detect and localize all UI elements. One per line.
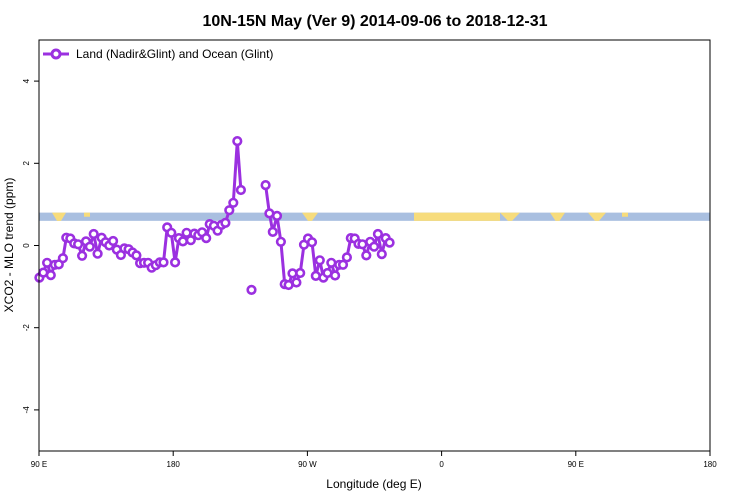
land-band-segment bbox=[550, 212, 565, 221]
data-point bbox=[267, 226, 278, 237]
data-point bbox=[220, 217, 231, 228]
y-tick-label: 0 bbox=[22, 243, 31, 248]
land-band-segment bbox=[622, 212, 628, 217]
data-point bbox=[170, 257, 181, 268]
data-point bbox=[260, 180, 271, 191]
data-point bbox=[166, 227, 177, 238]
y-axis-ticks: -4 -2 0 2 4 bbox=[22, 78, 39, 413]
legend-label: Land (Nadir&Glint) and Ocean (Glint) bbox=[76, 47, 273, 61]
legend-marker bbox=[50, 48, 62, 60]
y-tick-label: -4 bbox=[22, 406, 31, 414]
data-point bbox=[235, 184, 246, 196]
data-point bbox=[306, 237, 318, 248]
x-tick-label: 180 bbox=[167, 460, 181, 469]
data-point bbox=[92, 248, 103, 259]
data-point bbox=[88, 228, 99, 240]
legend: Land (Nadir&Glint) and Ocean (Glint) bbox=[43, 47, 273, 61]
series-layer bbox=[34, 136, 395, 296]
land-ocean-band bbox=[39, 212, 710, 221]
land-band-segment bbox=[414, 212, 500, 221]
land-band-segment bbox=[588, 212, 606, 221]
data-point bbox=[107, 235, 119, 247]
data-point bbox=[376, 249, 387, 260]
x-tick-label: 0 bbox=[439, 460, 444, 469]
data-point bbox=[283, 279, 294, 291]
data-point bbox=[201, 233, 212, 244]
x-axis-ticks: 90 E 180 90 W 0 90 E 180 bbox=[31, 451, 717, 469]
x-tick-label: 90 W bbox=[298, 460, 317, 469]
land-band-segment bbox=[302, 212, 318, 221]
x-tick-label: 90 E bbox=[568, 460, 584, 469]
data-point bbox=[291, 277, 302, 288]
x-axis-label: Longitude (deg E) bbox=[326, 477, 421, 491]
land-band-segment bbox=[500, 212, 520, 221]
data-point bbox=[158, 257, 169, 268]
data-point bbox=[72, 239, 84, 250]
series-2 bbox=[260, 180, 395, 291]
data-point bbox=[45, 270, 56, 281]
data-point bbox=[326, 257, 337, 268]
data-point bbox=[246, 284, 257, 296]
data-point bbox=[372, 228, 384, 240]
y-tick-label: -2 bbox=[22, 324, 31, 332]
data-point bbox=[384, 237, 395, 248]
data-point bbox=[76, 250, 88, 261]
y-tick-label: 4 bbox=[22, 78, 31, 83]
data-point bbox=[84, 241, 95, 252]
data-point bbox=[57, 253, 69, 264]
data-point bbox=[275, 236, 287, 247]
data-point bbox=[357, 239, 368, 250]
data-point bbox=[232, 136, 243, 147]
ocean-band bbox=[39, 212, 710, 221]
y-axis-label: XCO2 - MLO trend (ppm) bbox=[2, 178, 16, 313]
x-tick-label: 90 E bbox=[31, 460, 47, 469]
series-1 bbox=[246, 284, 257, 296]
series-0 bbox=[34, 136, 246, 283]
data-point bbox=[337, 259, 349, 270]
data-point bbox=[330, 270, 341, 281]
data-point bbox=[131, 250, 142, 261]
data-point bbox=[177, 236, 188, 247]
land-band-segment bbox=[84, 212, 90, 217]
data-point bbox=[361, 250, 372, 261]
data-point bbox=[341, 252, 353, 263]
chart-title: 10N-15N May (Ver 9) 2014-09-06 to 2018-1… bbox=[202, 13, 547, 30]
data-point bbox=[369, 241, 380, 252]
data-point bbox=[224, 205, 235, 216]
land-band-segment bbox=[52, 212, 66, 221]
data-point bbox=[295, 267, 306, 279]
data-point bbox=[228, 197, 239, 208]
x-tick-label: 180 bbox=[703, 460, 717, 469]
data-point bbox=[271, 210, 283, 221]
y-tick-label: 2 bbox=[22, 161, 31, 166]
data-point bbox=[314, 255, 325, 266]
